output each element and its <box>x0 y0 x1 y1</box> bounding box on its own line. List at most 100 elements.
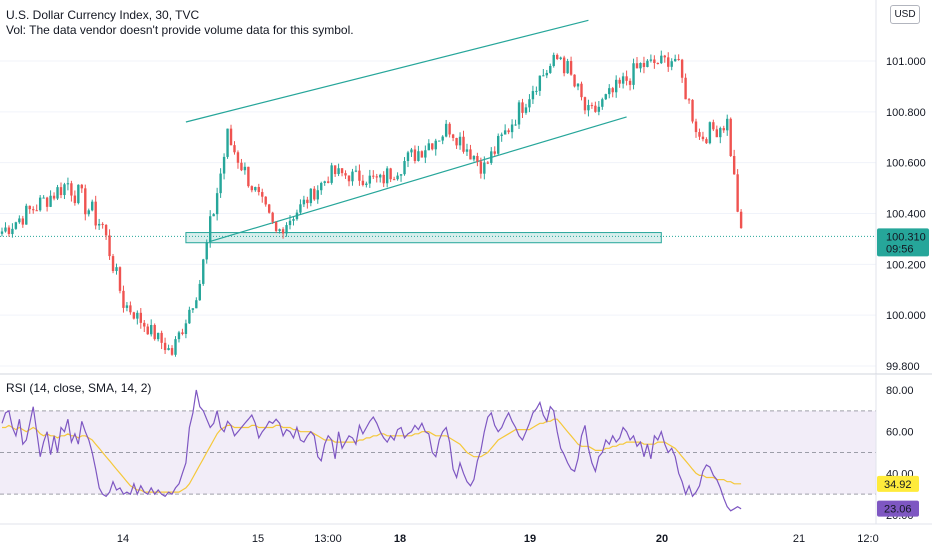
candle-body <box>326 181 330 183</box>
candle-body <box>219 173 222 194</box>
candle-body <box>604 94 607 100</box>
candle-body <box>677 58 680 60</box>
candle-body <box>559 57 562 59</box>
candle-body <box>444 123 448 137</box>
candle-body <box>705 139 708 144</box>
candle-body <box>32 209 35 211</box>
candle-body <box>503 130 507 135</box>
candle-body <box>118 267 122 291</box>
candle-body <box>229 128 233 146</box>
candle-body <box>399 174 403 176</box>
candle-body <box>653 59 656 63</box>
candle-body <box>108 235 111 257</box>
candle-body <box>302 199 306 205</box>
rsi-ma-badge <box>877 475 919 492</box>
candle-body <box>97 223 101 226</box>
price-axis[interactable]: 101.000 100.800 100.600 100.400 100.200 100.0… <box>875 0 929 374</box>
candle-body <box>299 204 302 213</box>
candle-body <box>143 322 146 327</box>
candle-body <box>375 176 378 178</box>
candle-body <box>285 225 288 234</box>
time-axis[interactable]: 14 15 13:00 18 19 20 21 12:0 <box>0 523 932 545</box>
candle-body <box>278 229 281 231</box>
currency-unit-badge[interactable]: USD <box>890 5 920 24</box>
candle-body <box>129 305 132 313</box>
candle-body <box>420 151 424 158</box>
candle-body <box>323 181 326 183</box>
candle-body <box>243 166 247 171</box>
candle-body <box>281 229 285 234</box>
candle-body <box>510 124 514 133</box>
symbol-title[interactable]: U.S. Dollar Currency Index, 30, TVC <box>6 8 200 22</box>
candle-body <box>556 54 559 59</box>
channel-upper-trendline[interactable] <box>185 19 589 123</box>
candle-body <box>632 63 635 85</box>
candle-body <box>7 227 11 235</box>
time-tick-label: 20 <box>656 533 668 545</box>
time-tick-label: 13:00 <box>314 533 342 545</box>
candle-body <box>601 99 604 107</box>
price-pane[interactable] <box>0 19 876 367</box>
candle-body <box>316 190 319 200</box>
candle-body <box>514 124 517 126</box>
candle-body <box>545 72 548 76</box>
candle-body <box>594 105 597 112</box>
candle-body <box>406 152 410 162</box>
candle-body <box>649 59 653 61</box>
candle-body <box>295 212 299 220</box>
candle-body <box>344 173 347 176</box>
candle-body <box>372 175 375 177</box>
candle-body <box>292 219 295 221</box>
candle-body <box>580 83 583 98</box>
candle-body <box>236 152 240 163</box>
candle-body <box>549 65 552 73</box>
rsi-line <box>1 389 742 512</box>
candle-body <box>497 135 500 154</box>
candle-body <box>673 58 677 62</box>
candle-body <box>111 256 115 272</box>
candle-body <box>573 74 576 87</box>
candle-body <box>472 155 476 160</box>
candle-body <box>368 175 372 184</box>
candle-body <box>73 195 77 204</box>
rsi-ma-value-label: 34.92 <box>884 479 912 491</box>
candle-body <box>274 221 278 231</box>
candle-body <box>160 332 163 343</box>
candle-body <box>205 242 208 260</box>
rsi-value-label: 23.06 <box>884 504 912 516</box>
candle-body <box>458 136 462 146</box>
candle-body <box>84 188 87 215</box>
candle-body <box>431 143 434 150</box>
candle-body <box>635 63 639 69</box>
price-tick-label: 101.000 <box>886 56 926 68</box>
candle-body <box>656 62 660 64</box>
candle-body <box>156 332 160 340</box>
candle-body <box>174 339 177 355</box>
candle-body <box>233 145 236 153</box>
rsi-pane[interactable] <box>0 389 876 512</box>
candle-body <box>115 267 118 272</box>
volume-note: Vol: The data vendor doesn't provide vol… <box>6 23 354 37</box>
candle-body <box>483 162 486 174</box>
candle-body <box>337 168 340 175</box>
candle-body <box>347 175 351 182</box>
candle-body <box>14 222 18 229</box>
candle-body <box>80 184 84 189</box>
candle-body <box>493 151 496 154</box>
candle-body <box>254 187 257 191</box>
candle-body <box>18 218 21 223</box>
candle-body <box>441 136 444 141</box>
candle-body <box>410 149 413 153</box>
candle-body <box>562 57 566 74</box>
rsi-ma-line <box>2 418 742 493</box>
bar-countdown-label: 09:56 <box>886 243 914 255</box>
candle-body <box>63 184 66 196</box>
support-zone-rectangle[interactable] <box>185 232 662 244</box>
channel-lower-trendline[interactable] <box>210 116 627 243</box>
rsi-legend-title[interactable]: RSI (14, close, SMA, 14, 2) <box>6 381 152 395</box>
candle-body <box>125 305 129 308</box>
candle-body <box>222 156 226 174</box>
candle-body <box>212 214 215 217</box>
